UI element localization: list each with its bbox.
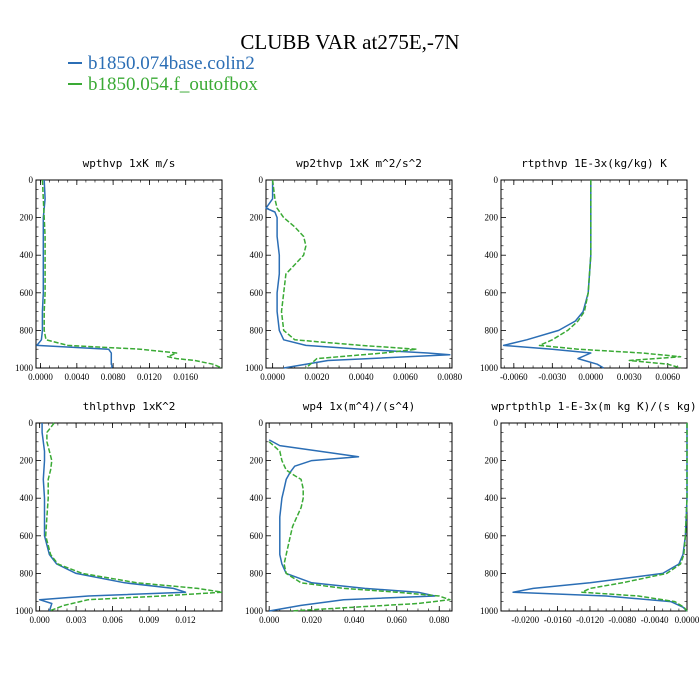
x-tick-label: -0.0040 [641,615,669,625]
series-line-2 [41,179,223,369]
x-tick-label: 0.0060 [393,372,418,382]
y-tick-label: 800 [250,568,264,578]
series-line-1 [38,423,187,612]
x-tick-label: 0.0040 [349,372,374,382]
series-line-1 [268,439,436,612]
y-tick-label: 400 [250,250,264,260]
y-tick-label: 1000 [15,363,34,373]
x-tick-label: 0.0020 [305,372,330,382]
chart-title: rtpthvp 1E-3x(kg/kg) K [521,157,667,170]
series-line-2 [581,423,688,612]
legend-label-series2: b1850.054.f_outofbox [88,74,258,95]
y-tick-label: 200 [250,213,264,223]
chart-title: wprtpthlp 1-E-3x(m kg K)/(s kg) [491,400,696,413]
y-tick-label: 1000 [245,363,264,373]
x-tick-label: 0.0000 [675,615,700,625]
y-tick-label: 600 [485,531,499,541]
series-line-1 [512,423,688,612]
chart-title: thlpthvp 1xK^2 [83,400,176,413]
x-tick-label: -0.0080 [608,615,636,625]
series-line-2 [44,422,223,612]
chart-frame [265,422,453,612]
y-tick-label: 400 [250,493,264,503]
x-tick-label: 0.0000 [578,372,603,382]
x-tick-label: 0.0160 [173,372,198,382]
y-tick-label: 0 [494,175,499,185]
y-tick-label: 800 [20,325,34,335]
x-tick-label: 0.000 [259,615,280,625]
chart-title: wp2thvp 1xK m^2/s^2 [296,157,422,170]
y-tick-label: 200 [250,456,264,466]
y-tick-label: 0 [494,418,499,428]
y-tick-label: 400 [485,493,499,503]
y-tick-label: 0 [259,418,264,428]
y-tick-label: 800 [20,568,34,578]
y-tick-label: 600 [20,288,34,298]
series-line-1 [265,180,451,369]
legend-label-series1: b1850.074base.colin2 [88,53,255,74]
x-tick-label: 0.0080 [437,372,462,382]
x-tick-label: 0.040 [344,615,365,625]
x-tick-label: -0.0200 [511,615,539,625]
legend-item-series2: b1850.054.f_outofbox [68,74,258,96]
y-tick-label: 0 [259,175,264,185]
x-tick-label: 0.000 [30,615,51,625]
y-tick-label: 1000 [15,606,34,616]
x-tick-label: 0.0040 [64,372,89,382]
series-line-1 [36,179,113,369]
y-tick-label: 600 [20,531,34,541]
legend-swatch-series1 [68,61,82,64]
chart-title: wpthvp 1xK m/s [83,157,176,170]
y-tick-label: 800 [250,325,264,335]
x-tick-label: 0.0060 [655,372,680,382]
x-tick-label: 0.006 [102,615,123,625]
y-tick-label: 400 [485,250,499,260]
x-tick-label: 0.020 [302,615,323,625]
y-tick-label: 600 [250,531,264,541]
series-line-2 [268,441,451,612]
y-tick-label: 600 [250,288,264,298]
y-tick-label: 1000 [480,363,499,373]
y-tick-label: 0 [29,418,34,428]
x-tick-label: 0.0080 [101,372,126,382]
chart-frame [35,179,223,369]
x-tick-label: 0.0120 [137,372,162,382]
y-tick-label: 400 [20,493,34,503]
x-tick-label: -0.0030 [538,372,566,382]
y-tick-label: 1000 [480,606,499,616]
y-tick-label: 800 [485,325,499,335]
series-line-1 [502,180,604,369]
y-tick-label: 200 [485,456,499,466]
x-tick-label: 0.012 [175,615,195,625]
y-tick-label: 200 [20,456,34,466]
y-tick-label: 200 [20,213,34,223]
x-tick-label: -0.0060 [500,372,528,382]
x-tick-label: -0.0160 [544,615,572,625]
y-tick-label: 800 [485,568,499,578]
series-line-2 [538,180,682,369]
y-tick-label: 0 [29,175,34,185]
x-tick-label: -0.0120 [576,615,604,625]
y-tick-label: 1000 [245,606,264,616]
x-tick-label: 0.0000 [28,372,53,382]
x-tick-label: 0.0030 [617,372,642,382]
x-tick-label: 0.003 [66,615,87,625]
chart-title: wp4 1x(m^4)/(s^4) [303,400,416,413]
x-tick-label: 0.080 [429,615,450,625]
x-tick-label: 0.0000 [260,372,285,382]
y-tick-label: 200 [485,213,499,223]
y-tick-label: 400 [20,250,34,260]
y-tick-label: 600 [485,288,499,298]
page-title: CLUBB VAR at275E,-7N [240,30,460,54]
legend-item-series1: b1850.074base.colin2 [68,53,255,75]
x-tick-label: 0.009 [139,615,160,625]
series-line-2 [271,179,418,369]
legend-swatch-series2 [68,82,82,85]
x-tick-label: 0.060 [387,615,408,625]
